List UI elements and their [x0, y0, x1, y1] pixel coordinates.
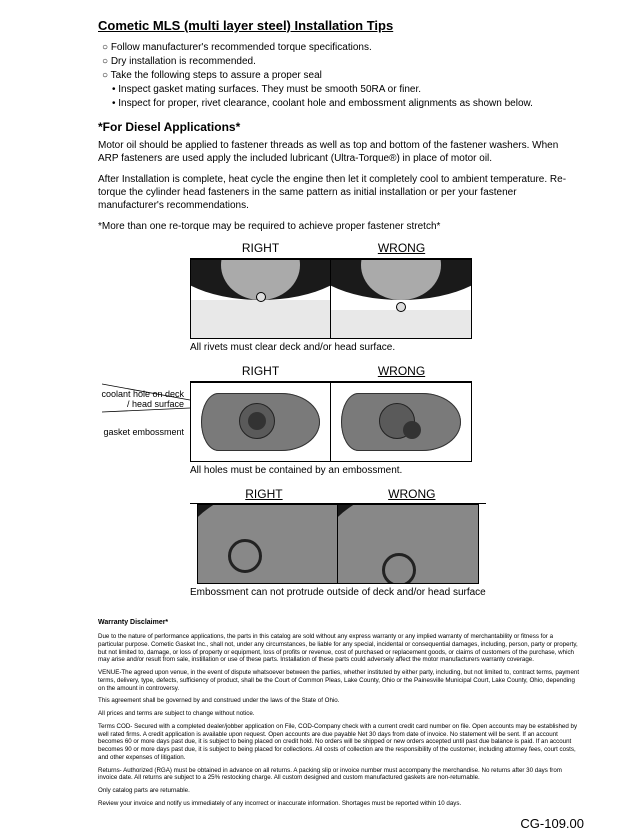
- label-right: RIGHT: [190, 487, 338, 505]
- disclaimer-para: This agreement shall be governed by and …: [98, 697, 580, 705]
- diagram-cell-right: [191, 383, 331, 461]
- diagram-cell-right: [191, 260, 331, 338]
- diagram-caption: All rivets must clear deck and/or head s…: [190, 341, 472, 354]
- label-right: RIGHT: [190, 241, 331, 259]
- diesel-heading: *For Diesel Applications*: [98, 120, 590, 136]
- diagram-caption: Embossment can not protrude outside of d…: [190, 586, 486, 599]
- bullet: ○ Dry installation is recommended.: [102, 55, 590, 68]
- disclaimer-para: Only catalog parts are returnable.: [98, 787, 580, 795]
- diagram-cell-wrong: [331, 260, 471, 338]
- paragraph: After Installation is complete, heat cyc…: [98, 173, 580, 212]
- label-wrong: WRONG: [331, 241, 472, 259]
- paragraph: *More than one re-torque may be required…: [98, 220, 580, 233]
- diagram-cell-right: [198, 505, 338, 583]
- disclaimer-para: VENUE-The agreed upon venue, in the even…: [98, 669, 580, 692]
- diagram-caption: All holes must be contained by an emboss…: [190, 464, 472, 477]
- sub-bullet: • Inspect for proper, rivet clearance, c…: [102, 97, 590, 110]
- page-title: Cometic MLS (multi layer steel) Installa…: [98, 18, 590, 35]
- bullet: ○ Take the following steps to assure a p…: [102, 69, 590, 82]
- label-wrong: WRONG: [338, 487, 486, 505]
- bullet: ○ Follow manufacturer's recommended torq…: [102, 41, 590, 54]
- disclaimer-para: Review your invoice and notify us immedi…: [98, 800, 580, 808]
- diagram-row-rivets: RIGHT WRONG All rivets must clear deck a…: [98, 241, 590, 362]
- label-gasket-embossment: gasket embossment: [98, 428, 184, 438]
- label-wrong: WRONG: [331, 364, 472, 382]
- disclaimer-para: Due to the nature of performance applica…: [98, 633, 580, 664]
- diagram-cell-wrong: [338, 505, 478, 583]
- bullet-list: ○ Follow manufacturer's recommended torq…: [102, 41, 590, 110]
- diagram-cell-wrong: [331, 383, 471, 461]
- disclaimer-para: Terms COD- Secured with a completed deal…: [98, 723, 580, 762]
- paragraph: Motor oil should be applied to fastener …: [98, 139, 580, 165]
- diagram-row-embossment: coolant hole on deck / head surface gask…: [98, 364, 590, 485]
- page-footer-code: CG-109.00: [28, 816, 590, 832]
- side-labels: coolant hole on deck / head surface gask…: [98, 364, 190, 456]
- label-right: RIGHT: [190, 364, 331, 382]
- diagram-section: RIGHT WRONG All rivets must clear deck a…: [98, 241, 590, 607]
- disclaimer-para: All prices and terms are subject to chan…: [98, 710, 580, 718]
- label-coolant-hole: coolant hole on deck / head surface: [98, 390, 184, 410]
- disclaimer-heading: Warranty Disclaimer*: [98, 619, 580, 628]
- warranty-disclaimer: Warranty Disclaimer* Due to the nature o…: [98, 619, 580, 807]
- diagram-row-protrusion: RIGHT WRONG Embossment can not protrude …: [98, 487, 590, 608]
- sub-bullet: • Inspect gasket mating surfaces. They m…: [102, 83, 590, 96]
- disclaimer-para: Returns- Authorized (RGA) must be obtain…: [98, 767, 580, 783]
